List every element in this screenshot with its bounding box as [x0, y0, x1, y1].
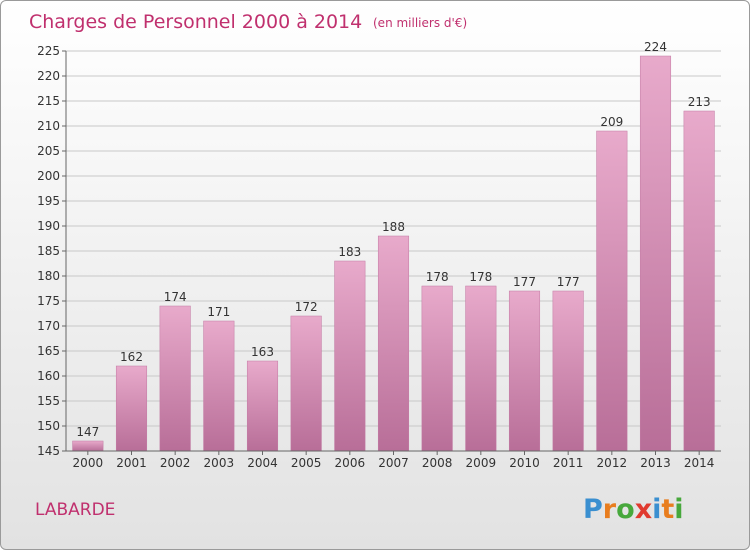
data-label-2001: 162 — [120, 350, 143, 364]
x-tick-label-2004: 2004 — [247, 456, 278, 470]
logo-letter: i — [652, 494, 661, 525]
chart-subtitle: (en milliers d'€) — [373, 16, 467, 30]
data-label-2011: 177 — [557, 275, 580, 289]
data-label-2009: 178 — [469, 270, 492, 284]
logo-letter: o — [616, 494, 635, 525]
bar-2007 — [377, 235, 410, 452]
bar-2004 — [246, 360, 279, 452]
bar-2014 — [683, 110, 715, 452]
bar-2000 — [72, 440, 104, 452]
x-tick-label-2009: 2009 — [466, 456, 497, 470]
data-label-2006: 183 — [338, 245, 361, 259]
x-tick-label-2001: 2001 — [116, 456, 147, 470]
bar-2011 — [552, 290, 584, 452]
x-tick-label-2002: 2002 — [160, 456, 191, 470]
y-tick-label: 225 — [37, 44, 60, 58]
data-label-2005: 172 — [295, 300, 318, 314]
logo-letter: x — [635, 494, 652, 525]
data-label-2004: 163 — [251, 345, 274, 359]
data-label-2014: 213 — [688, 95, 711, 109]
data-label-2003: 171 — [207, 305, 230, 319]
x-tick-label-2003: 2003 — [204, 456, 235, 470]
bar-2012 — [596, 130, 628, 452]
bar-2013 — [639, 55, 672, 452]
bar-2006 — [334, 260, 366, 452]
y-tick-label: 220 — [37, 69, 60, 83]
bar-2001 — [115, 365, 148, 452]
y-tick-label: 205 — [37, 144, 60, 158]
proxiti-logo: Proxiti — [583, 494, 684, 525]
x-tick-label-2007: 2007 — [378, 456, 409, 470]
data-label-2013: 224 — [644, 40, 667, 54]
data-label-2002: 174 — [164, 290, 187, 304]
axis-layer: 145 150 155 160 165 170 175 180 185 190 195 200 205 2… — [37, 44, 721, 470]
logo-letter: r — [603, 494, 617, 525]
bar-2008 — [421, 285, 453, 452]
y-tick-label: 185 — [37, 244, 60, 258]
y-tick-label: 155 — [37, 394, 60, 408]
data-label-2008: 178 — [426, 270, 449, 284]
bar-2005 — [290, 315, 322, 452]
bar-2002 — [159, 305, 191, 452]
bars-layer: 147 162 174 171 163 172 183 188 178 178 177 177 209 2… — [72, 40, 715, 452]
y-tick-label: 170 — [37, 319, 60, 333]
logo-letter: P — [583, 494, 603, 525]
logo-letter: t — [661, 494, 674, 525]
x-tick-label-2014: 2014 — [684, 456, 715, 470]
y-tick-label: 195 — [37, 194, 60, 208]
y-tick-label: 175 — [37, 294, 60, 308]
y-tick-label: 190 — [37, 219, 60, 233]
y-tick-label: 145 — [37, 444, 60, 458]
y-tick-label: 215 — [37, 94, 60, 108]
bar-2009 — [465, 285, 497, 452]
x-tick-label-2006: 2006 — [335, 456, 366, 470]
x-tick-label-2005: 2005 — [291, 456, 322, 470]
x-tick-label-2013: 2013 — [640, 456, 671, 470]
y-tick-label: 150 — [37, 419, 60, 433]
y-tick-label: 165 — [37, 344, 60, 358]
x-tick-label-2010: 2010 — [509, 456, 540, 470]
data-label-2000: 147 — [76, 425, 99, 439]
x-tick-label-2008: 2008 — [422, 456, 453, 470]
x-tick-label-2000: 2000 — [73, 456, 104, 470]
y-tick-label: 210 — [37, 119, 60, 133]
bar-2003 — [203, 320, 235, 452]
x-tick-label-2011: 2011 — [553, 456, 584, 470]
bar-2010 — [508, 290, 541, 452]
y-tick-label: 180 — [37, 269, 60, 283]
logo-letter: i — [674, 494, 683, 525]
data-label-2010: 177 — [513, 275, 536, 289]
data-label-2007: 188 — [382, 220, 405, 234]
chart-title: Charges de Personnel 2000 à 2014 — [29, 11, 362, 33]
place-name: LABARDE — [35, 500, 115, 520]
y-tick-label: 200 — [37, 169, 60, 183]
y-tick-label: 160 — [37, 369, 60, 383]
x-tick-label-2012: 2012 — [597, 456, 628, 470]
data-label-2012: 209 — [600, 115, 623, 129]
